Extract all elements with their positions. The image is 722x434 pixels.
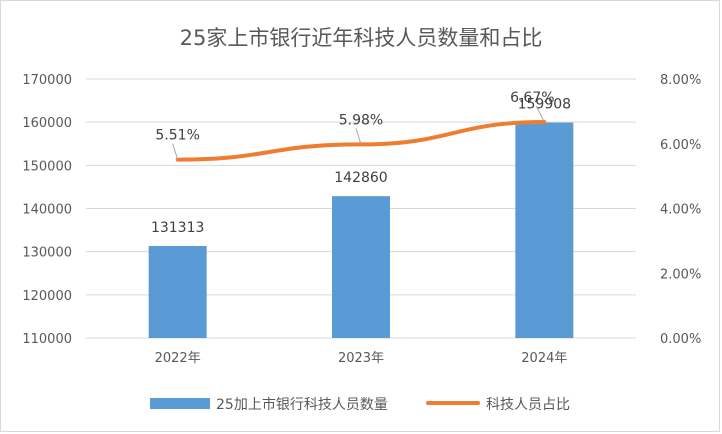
left-tick-label: 120000 xyxy=(22,289,72,304)
bar xyxy=(332,196,390,338)
left-tick-label: 110000 xyxy=(22,332,72,347)
line-value-label: 6.67% xyxy=(510,90,554,106)
right-tick-label: 0.00% xyxy=(660,332,701,347)
x-tick-label: 2023年 xyxy=(338,351,384,366)
x-tick-label: 2024年 xyxy=(521,351,567,366)
bar xyxy=(515,122,574,338)
x-tick-label: 2022年 xyxy=(155,351,201,366)
right-tick-label: 4.00% xyxy=(660,203,701,218)
bar-value-label: 159908 xyxy=(518,97,571,113)
left-axis-ticks: 110000 120000 130000 140000 150000 160000 1700… xyxy=(22,73,72,347)
line-value-label: 5.98% xyxy=(339,112,383,128)
chart-title: 25家上市银行近年科技人员数量和占比 xyxy=(180,26,543,50)
line-value-label: 5.51% xyxy=(155,128,199,144)
leader-line xyxy=(172,143,179,160)
right-tick-label: 6.00% xyxy=(660,138,701,153)
right-axis-ticks: 0.00% 2.00% 4.00% 6.00% 8.00% xyxy=(660,73,701,347)
leader-line xyxy=(535,105,545,123)
bar-series: 131313 142860 159908 xyxy=(148,97,574,338)
left-tick-label: 150000 xyxy=(22,159,72,174)
leader-line xyxy=(355,128,362,145)
x-axis-ticks: 2022年 2023年 2024年 xyxy=(155,351,568,366)
bar xyxy=(148,245,207,338)
line-series: 5.51% 5.98% 6.67% xyxy=(155,90,555,162)
legend-line-label: 科技人员占比 xyxy=(486,397,570,413)
legend-bar-label: 25加上市银行科技人员数量 xyxy=(216,396,388,413)
bar-value-label: 131313 xyxy=(151,220,204,236)
left-tick-label: 140000 xyxy=(22,203,72,218)
series-line xyxy=(175,120,547,162)
right-tick-label: 8.00% xyxy=(660,73,701,88)
left-tick-label: 160000 xyxy=(22,116,72,131)
left-tick-label: 170000 xyxy=(22,73,72,88)
right-tick-label: 2.00% xyxy=(660,267,701,282)
legend-bar-swatch xyxy=(150,398,210,409)
legend: 25加上市银行科技人员数量 科技人员占比 xyxy=(150,396,570,413)
bar-value-label: 142860 xyxy=(334,170,387,186)
left-tick-label: 130000 xyxy=(22,246,72,261)
